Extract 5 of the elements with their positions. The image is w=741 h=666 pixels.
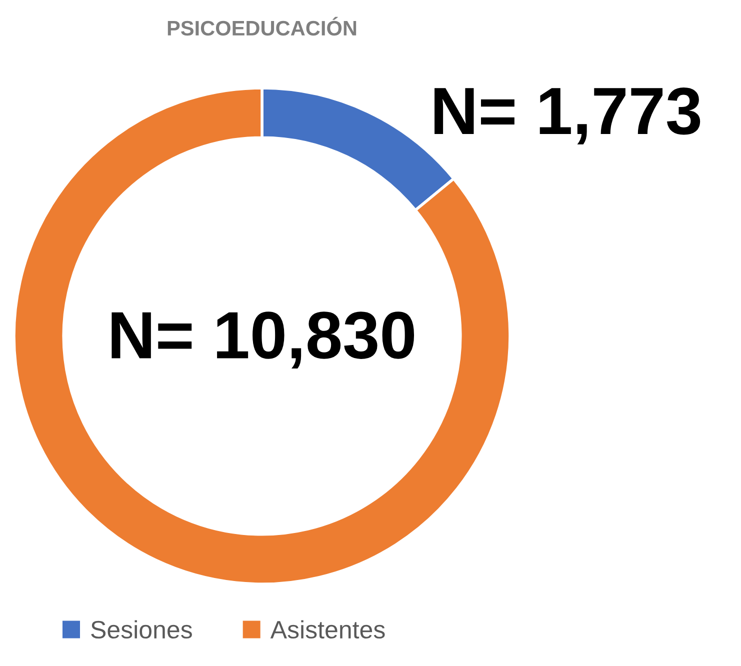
legend-label: Sesiones (91, 620, 192, 639)
legend-label: Asistentes (270, 620, 385, 639)
data-label: N= 10,830 (112, 312, 414, 369)
chart-title: PSICOEDUCACIÓN (168, 16, 356, 36)
data-label: N= 1,773 (434, 87, 700, 144)
